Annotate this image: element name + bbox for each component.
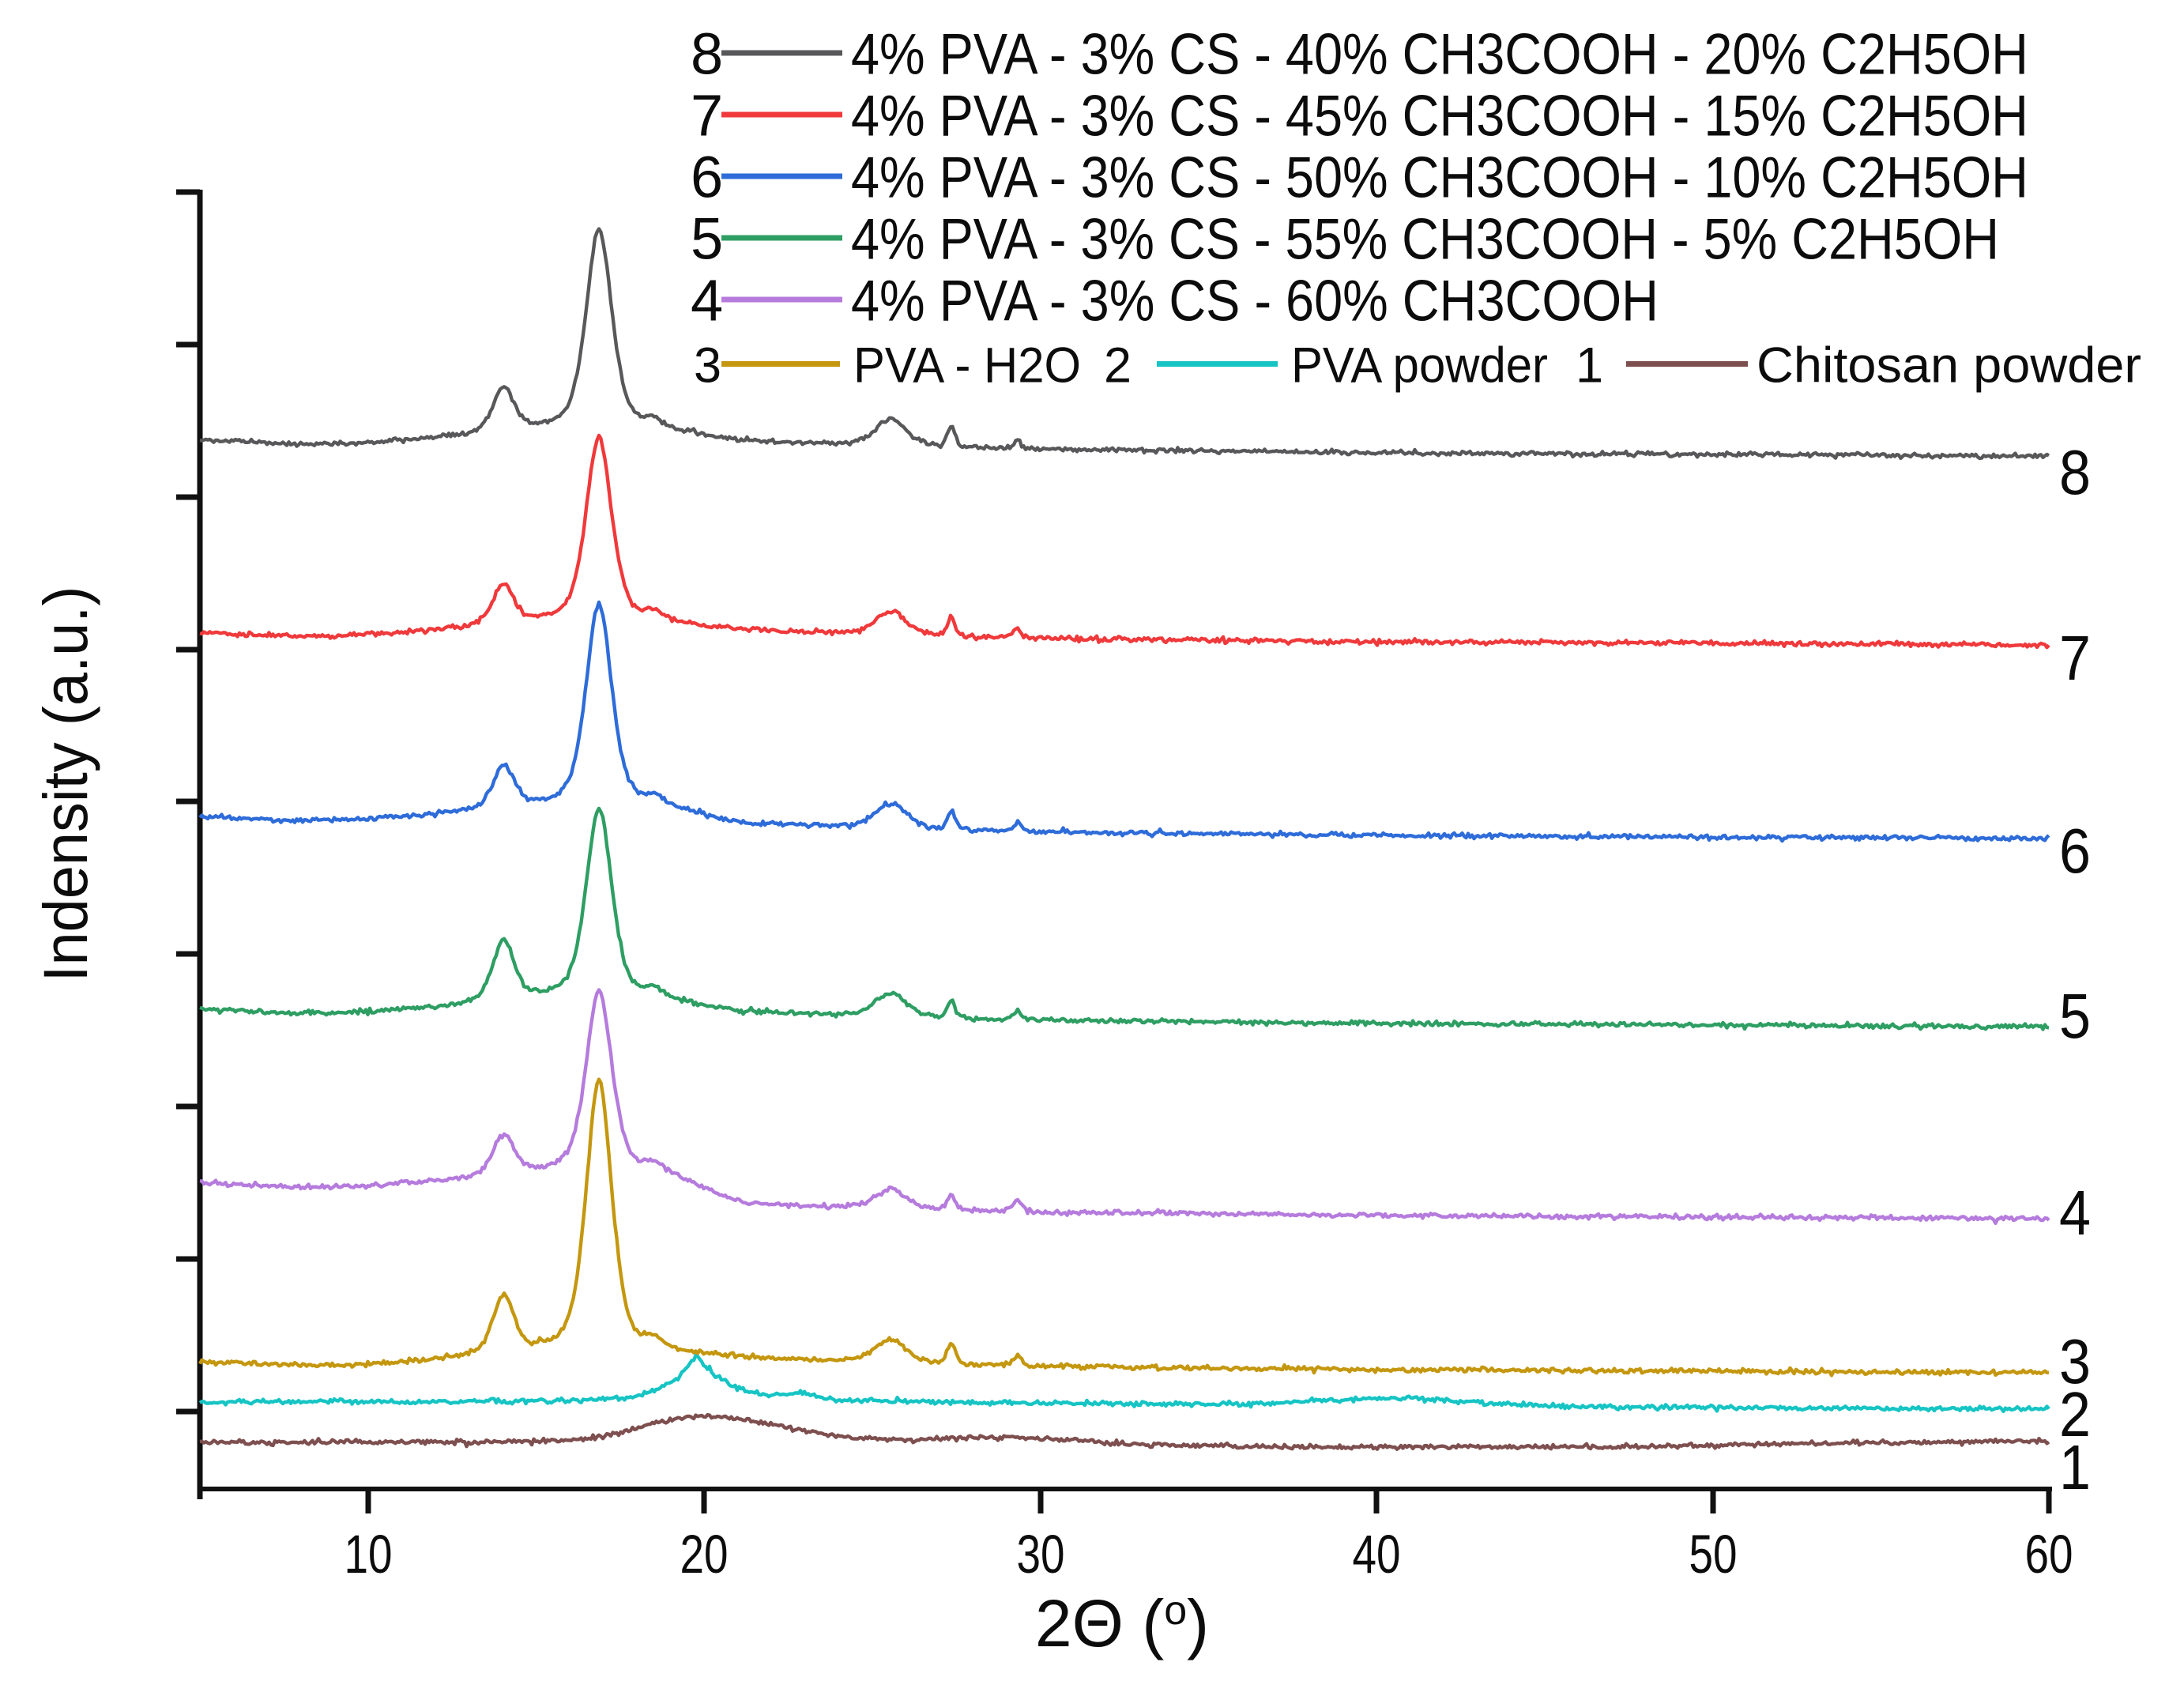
svg-text:8: 8 [2059,437,2091,507]
svg-text:4% PVA - 3% CS - 40% CH3COOH -: 4% PVA - 3% CS - 40% CH3COOH - 20% C2H5O… [851,23,2028,87]
svg-text:5: 5 [691,206,723,272]
svg-text:4: 4 [691,268,723,334]
svg-text:8: 8 [691,21,723,87]
svg-text:30: 30 [1017,1524,1065,1585]
svg-text:4% PVA - 3% CS - 50% CH3COOH -: 4% PVA - 3% CS - 50% CH3COOH - 10% C2H5O… [851,146,2028,210]
svg-text:10: 10 [345,1524,393,1585]
svg-text:3: 3 [694,338,721,394]
svg-text:7: 7 [691,83,723,149]
svg-text:20: 20 [680,1524,729,1585]
svg-text:2: 2 [1104,338,1132,394]
svg-text:Chitosan powder: Chitosan powder [1757,338,2141,394]
svg-text:6: 6 [691,145,723,210]
svg-text:1: 1 [1576,338,1603,394]
svg-text:4% PVA - 3% CS - 55% CH3COOH -: 4% PVA - 3% CS - 55% CH3COOH - 5% C2H5OH [851,208,1999,272]
svg-text:50: 50 [1689,1524,1738,1585]
svg-text:3: 3 [2059,1326,2091,1397]
svg-text:2Θ (o): 2Θ (o) [1035,1586,1209,1660]
svg-text:4% PVA - 3% CS - 45% CH3COOH -: 4% PVA - 3% CS - 45% CH3COOH - 15% C2H5O… [851,85,2028,149]
svg-text:PVA - H2O: PVA - H2O [853,338,1081,394]
svg-text:2: 2 [2059,1379,2091,1449]
svg-text:40: 40 [1353,1524,1401,1585]
svg-text:Indensity (a.u.): Indensity (a.u.) [30,586,100,982]
svg-text:7: 7 [2059,623,2091,693]
svg-text:60: 60 [2025,1524,2073,1585]
svg-text:4% PVA - 3% CS - 60% CH3COOH: 4% PVA - 3% CS - 60% CH3COOH [851,270,1659,334]
svg-text:1: 1 [2059,1432,2091,1502]
svg-text:4: 4 [2059,1178,2091,1248]
svg-text:PVA powder: PVA powder [1291,338,1548,394]
svg-text:6: 6 [2059,816,2091,886]
svg-text:5: 5 [2059,981,2091,1051]
